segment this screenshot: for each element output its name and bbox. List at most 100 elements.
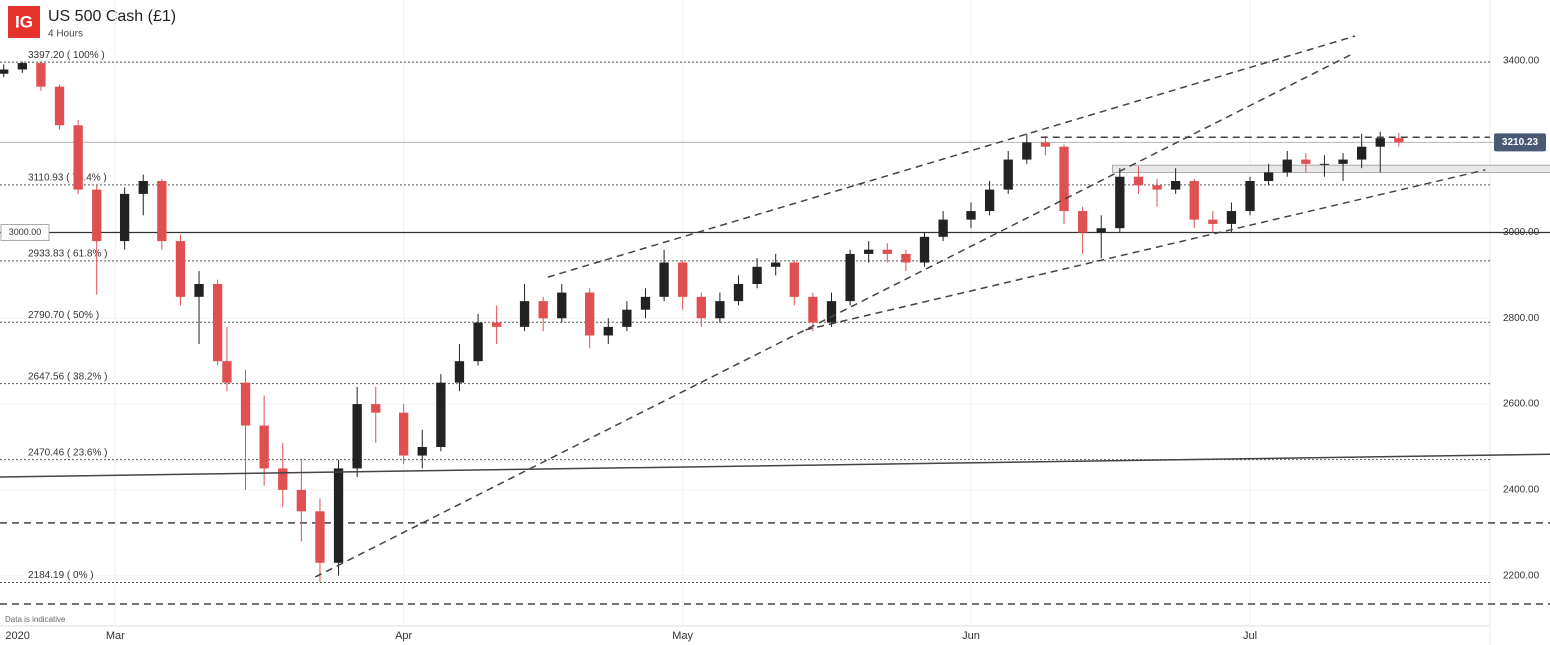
x-tick-label: Jun [962,630,980,642]
candle-body [240,382,251,426]
candle-body [222,361,232,383]
candle-body [1170,181,1181,190]
chart-title: US 500 Cash (£1) [48,8,176,25]
zone [1111,164,1550,173]
trendline [314,54,1351,578]
candle-body [826,301,837,323]
logo: IG [15,12,33,31]
candle-body [1096,228,1106,233]
candle-body [984,189,995,212]
candle-body [296,489,306,512]
candle-body [808,296,818,323]
candle-body [1077,211,1088,233]
chart-subtitle: 4 Hours [48,29,83,40]
candle-body [1003,159,1013,190]
footnote: Data is indicative [5,615,66,624]
candle-body [845,253,855,302]
candle-body [640,296,651,310]
last-price-tag [1494,133,1546,152]
candle-body [315,511,325,563]
x-tick-label: May [672,630,693,642]
candle-body [678,262,688,297]
candle-body [333,468,344,563]
candle-body [1115,176,1125,229]
candle-body [212,283,223,362]
candle-body [882,249,892,254]
candle-body [0,69,9,74]
y-tick-label: 2200.00 [1503,570,1540,581]
marked-level-box [0,223,50,241]
fib-label: 2647.56 ( 38.2% ) [28,371,108,382]
candle-body [715,301,725,319]
candle-body [92,189,102,242]
candle-body [1133,176,1144,186]
candle-body [17,63,27,70]
candle-body [138,181,148,194]
candle-body [696,296,706,319]
y-tick-label: 2400.00 [1503,485,1540,496]
candle-body [1356,146,1367,160]
logo-box [8,6,40,38]
candle-body [938,219,948,237]
candle-body [1189,181,1199,220]
candle-body [417,446,427,456]
candle-body [492,322,502,327]
candle-body [54,86,65,126]
candle-body [278,468,288,490]
x-tick-label: Mar [106,630,125,642]
candle-body [36,63,46,87]
fib-label: 2184.19 ( 0% ) [28,570,94,581]
candle-body [1226,211,1237,224]
trendline [547,35,1356,278]
candle-body [919,236,930,263]
candle-body [603,326,613,336]
candle-body [1152,185,1162,190]
trendline [0,453,1550,478]
candle-body [1394,138,1404,143]
candle-body [1245,181,1255,212]
candle-body [1208,219,1218,224]
candle-body [966,211,976,220]
candle-body [436,382,446,447]
candle-body [175,241,186,297]
y-tick-label: 2600.00 [1503,399,1540,410]
candle-body [659,262,669,297]
candle-body [585,292,595,336]
candle-body [1319,163,1330,165]
candle-body [1263,172,1274,182]
candle-body [194,283,204,297]
candle-body [1040,142,1051,147]
candle-body [1338,159,1348,164]
candle-body [901,253,911,263]
candle-body [399,412,409,456]
candle-body [1282,159,1292,173]
candle-body [473,322,483,362]
x-tick-label: Jul [1243,630,1257,642]
candle-body [1375,138,1385,147]
candle-body [864,249,874,254]
candle-body [733,283,744,302]
candle-body [1301,159,1311,164]
fib-label: 2933.83 ( 61.8% ) [28,249,108,260]
candle-body [622,309,632,327]
candle-body [752,266,762,284]
candle-body [352,404,362,469]
candle-body [119,193,130,242]
candle-body [157,181,167,242]
candle-body [557,292,567,319]
candle-body [73,125,83,190]
candle-body [519,301,530,327]
candle-body [771,262,781,267]
candle-body [259,425,269,469]
fib-label: 2790.70 ( 50% ) [28,310,99,321]
candle-body [454,361,465,383]
x-tick-label: Apr [395,630,412,642]
fib-label: 2470.46 ( 23.6% ) [28,447,108,458]
fib-label: 3397.20 ( 100% ) [28,50,105,61]
candle-body [1022,142,1032,160]
candle-body [538,301,548,319]
marked-level-label: 3000.00 [9,227,42,237]
